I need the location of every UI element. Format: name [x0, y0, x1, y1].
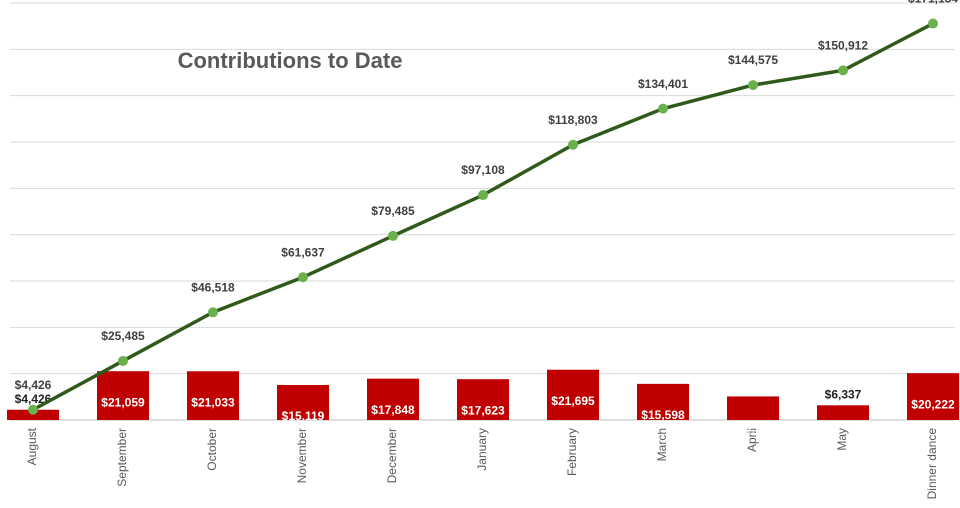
bar-value-label: $21,033	[191, 395, 235, 409]
x-tick-label: January	[475, 428, 489, 471]
line	[32, 21, 934, 412]
bar	[817, 405, 869, 420]
bar-value-label: $15,119	[282, 409, 325, 423]
line-marker	[118, 355, 128, 366]
bar	[637, 383, 689, 420]
line-marker	[388, 230, 398, 241]
x-tick-label: February	[565, 428, 579, 476]
line-value-label: $171,134	[908, 0, 958, 6]
line-marker	[658, 103, 668, 114]
bar	[277, 384, 329, 420]
line-value-label: $118,803	[548, 113, 598, 127]
line-value-label: $4,426	[15, 378, 52, 392]
x-tick-label: March	[655, 428, 669, 461]
bar	[367, 378, 419, 420]
line-value-label: $144,575	[728, 53, 778, 67]
bar	[727, 396, 779, 420]
bar	[907, 373, 959, 420]
bar-value-label: $6,337	[825, 387, 862, 401]
line-marker	[568, 139, 578, 150]
line-marker	[838, 65, 848, 76]
line-value-label: $25,485	[101, 329, 145, 343]
bar-value-label: $17,623	[461, 403, 505, 417]
line-value-label: $61,637	[281, 245, 325, 259]
line-value-label: $134,401	[638, 77, 688, 91]
bar	[187, 371, 239, 420]
bar-value-label: $17,848	[371, 403, 415, 417]
x-tick-label: December	[385, 428, 399, 483]
x-tick-label: October	[205, 428, 219, 471]
bar-value-label: $15,598	[641, 408, 685, 422]
line-marker	[748, 80, 758, 91]
chart-title: Contributions to Date	[178, 48, 403, 73]
bar-value-label: $10,174	[731, 421, 775, 435]
bar	[97, 371, 149, 420]
bar	[457, 379, 509, 420]
bar-value-label: $21,059	[101, 395, 145, 409]
line-marker	[928, 18, 938, 29]
line-marker	[28, 404, 38, 415]
line-marker	[478, 190, 488, 201]
bar	[7, 409, 59, 420]
bar-value-label: $21,695	[551, 394, 595, 408]
x-tick-label: April	[745, 428, 759, 452]
line-value-label: $150,912	[818, 39, 868, 53]
line-value-label: $46,518	[191, 280, 235, 294]
bar-value-label: $20,222	[911, 397, 955, 411]
line-marker	[208, 307, 218, 318]
line-value-label: $97,108	[461, 163, 505, 177]
x-tick-label: August	[25, 427, 39, 465]
x-tick-label: Dinner dance	[925, 428, 939, 500]
line-marker	[298, 272, 308, 283]
x-tick-label: May	[835, 428, 849, 451]
line-value-label: $79,485	[371, 204, 415, 218]
bar	[547, 369, 599, 420]
bar-value-label: $4,426	[15, 392, 52, 406]
x-tick-label: September	[115, 428, 129, 487]
x-tick-label: November	[295, 428, 309, 483]
